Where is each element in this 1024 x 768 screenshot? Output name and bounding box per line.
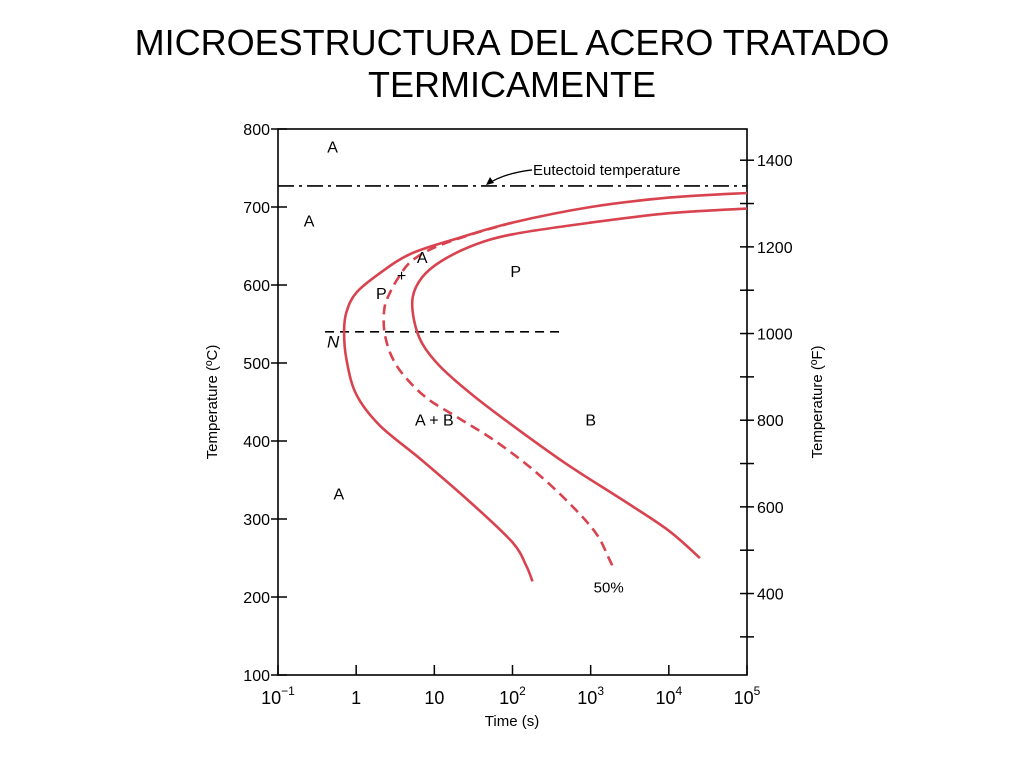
region-label: A — [327, 139, 338, 156]
y-tick-label: 700 — [243, 200, 270, 217]
y2-tick-label: 400 — [757, 587, 784, 604]
region-label: A — [417, 250, 428, 267]
x-tick-label: 10 — [424, 688, 444, 708]
y-axis-label-fahrenheit: Temperature (ºF) — [809, 345, 826, 458]
y2-tick-label: 600 — [757, 500, 784, 517]
region-label: B — [585, 412, 596, 429]
y2-tick-label: 1000 — [757, 327, 793, 344]
x-tick-label: 105 — [734, 684, 761, 708]
y-tick-label: 400 — [243, 434, 270, 451]
slide-title-line2: TERMICAMENTE — [368, 64, 656, 105]
eutectoid-arrowhead — [486, 176, 494, 185]
x-tick-label: 10−1 — [261, 684, 295, 708]
region-label: P — [376, 286, 387, 303]
x-axis-label: Time (s) — [485, 713, 539, 730]
region-label: + — [397, 268, 406, 285]
eutectoid-leader — [487, 169, 533, 185]
y-tick-label: 500 — [243, 356, 270, 373]
curve-label-50pct: 50% — [594, 579, 624, 596]
y-tick-label: 200 — [243, 590, 270, 607]
y2-tick-label: 1200 — [757, 240, 793, 257]
region-label: A — [304, 214, 315, 231]
x-tick-label: 102 — [499, 684, 526, 708]
y-tick-label: 100 — [243, 668, 270, 685]
x-tick-label: 1 — [351, 688, 361, 708]
y-tick-label: 600 — [243, 278, 270, 295]
x-tick-label: 104 — [655, 684, 682, 708]
curve-start — [342, 191, 748, 582]
x-tick-label: 103 — [577, 684, 604, 708]
y-axis-label-celsius: Temperature (ºC) — [204, 345, 221, 460]
y-tick-label: 800 — [243, 122, 270, 139]
region-label: P — [510, 264, 521, 281]
slide-title: MICROESTRUCTURA DEL ACERO TRATADO TERMIC… — [0, 22, 1024, 106]
region-label: A + B — [415, 412, 454, 429]
slide-title-line1: MICROESTRUCTURA DEL ACERO TRATADO — [134, 22, 890, 63]
plot-frame — [277, 128, 748, 676]
region-label: A — [333, 487, 344, 504]
y2-tick-label: 1400 — [757, 153, 793, 170]
eutectoid-label: Eutectoid temperature — [533, 162, 681, 179]
y2-tick-label: 800 — [757, 413, 784, 430]
curve-finish — [410, 207, 748, 559]
curve-50pct — [382, 221, 616, 571]
y-tick-label: 300 — [243, 512, 270, 529]
nose-label: N — [327, 332, 340, 351]
